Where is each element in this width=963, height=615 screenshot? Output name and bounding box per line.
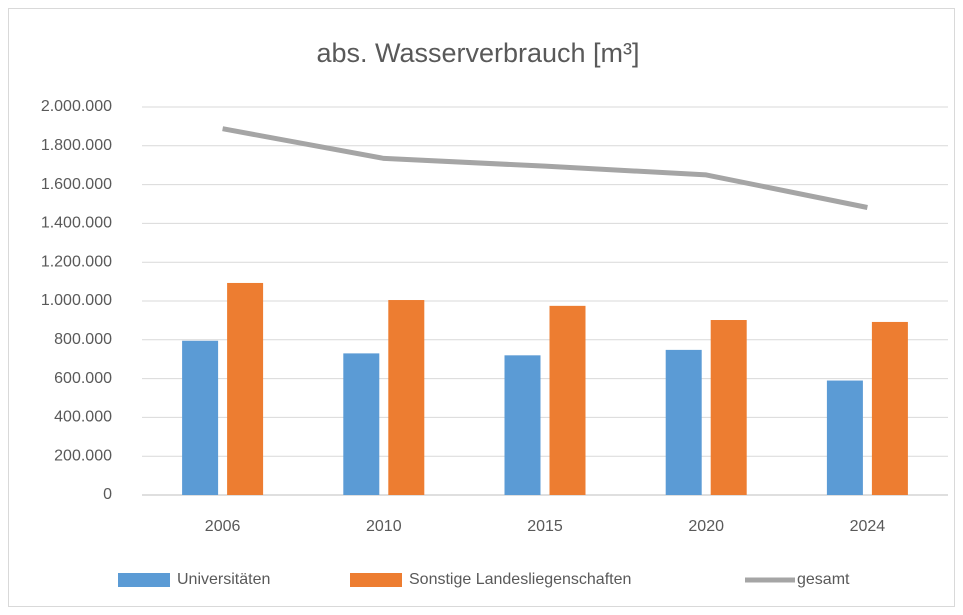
x-tick-label: 2024 — [850, 518, 886, 535]
bar — [871, 321, 908, 495]
bar — [343, 353, 380, 495]
y-tick-label: 400.000 — [54, 409, 112, 426]
legend-label: Universitäten — [177, 571, 270, 588]
bar — [549, 305, 586, 495]
bar — [388, 300, 425, 495]
bar — [227, 282, 264, 495]
y-tick-label: 1.400.000 — [41, 215, 112, 232]
y-tick-label: 200.000 — [54, 447, 112, 464]
x-tick-label: 2015 — [527, 518, 563, 535]
y-tick-label: 2.000.000 — [41, 98, 112, 115]
y-tick-label: 1.800.000 — [41, 137, 112, 154]
bar — [710, 320, 747, 495]
legend-label: Sonstige Landesliegenschaften — [409, 571, 631, 588]
legend-swatch — [350, 573, 402, 587]
y-tick-label: 1.600.000 — [41, 176, 112, 193]
chart-title: abs. Wasserverbrauch [m³] — [316, 38, 639, 68]
bar — [665, 349, 702, 495]
y-tick-label: 600.000 — [54, 370, 112, 387]
y-tick-label: 0 — [103, 486, 112, 503]
legend-label: gesamt — [797, 571, 850, 588]
chart-border — [8, 8, 955, 607]
bar — [182, 340, 219, 495]
bar — [504, 355, 541, 495]
x-tick-label: 2010 — [366, 518, 402, 535]
y-tick-label: 800.000 — [54, 331, 112, 348]
x-tick-label: 2006 — [205, 518, 241, 535]
legend-swatch — [118, 573, 170, 587]
x-tick-label: 2020 — [688, 518, 724, 535]
y-tick-label: 1.000.000 — [41, 292, 112, 309]
bar — [826, 380, 863, 495]
y-tick-label: 1.200.000 — [41, 253, 112, 270]
line — [222, 126, 868, 210]
